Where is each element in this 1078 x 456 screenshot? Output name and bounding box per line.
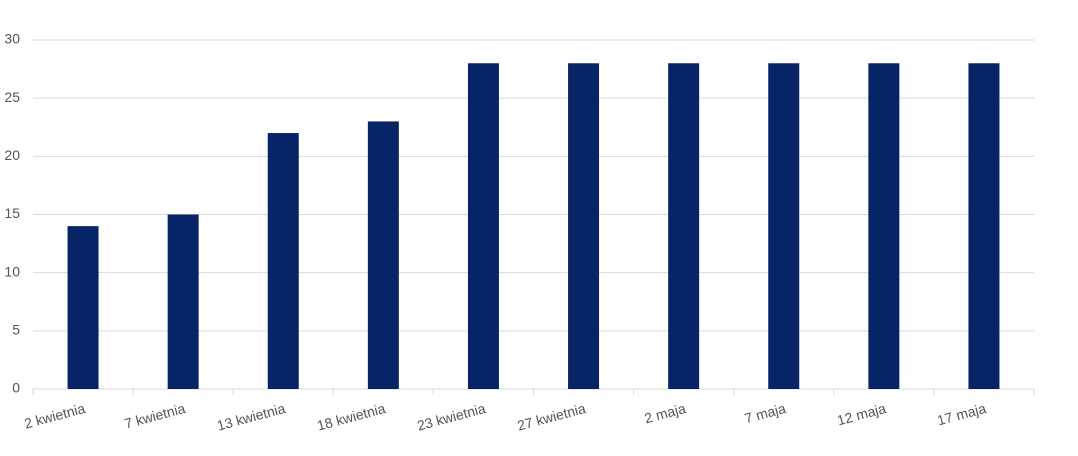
bar xyxy=(467,63,499,390)
x-tick-label: 18 kwietnia xyxy=(315,400,387,434)
y-tick-label: 25 xyxy=(4,89,20,105)
y-tick-label: 15 xyxy=(4,205,20,221)
bar xyxy=(367,121,399,389)
bar xyxy=(768,63,800,390)
x-tick-label: 2 maja xyxy=(643,400,688,426)
bar xyxy=(167,214,199,389)
x-tick-label: 2 kwietnia xyxy=(22,400,86,432)
bar xyxy=(868,63,900,390)
x-tick-label: 13 kwietnia xyxy=(215,400,287,434)
x-tick-label: 7 kwietnia xyxy=(123,400,187,432)
bar xyxy=(568,63,600,390)
x-tick-label: 23 kwietnia xyxy=(415,400,487,434)
bar xyxy=(968,63,1000,390)
bar xyxy=(668,63,700,390)
y-tick-label: 20 xyxy=(4,147,20,163)
y-tick-label: 10 xyxy=(4,263,20,279)
y-tick-label: 5 xyxy=(12,322,20,338)
y-tick-label: 0 xyxy=(12,380,20,396)
bar xyxy=(67,226,99,389)
x-tick-label: 7 maja xyxy=(743,400,788,426)
bar xyxy=(267,133,299,389)
x-tick-label: 27 kwietnia xyxy=(515,400,587,434)
y-tick-label: 30 xyxy=(4,31,20,47)
x-tick-label: 17 maja xyxy=(935,400,987,428)
x-tick-label: 12 maja xyxy=(835,400,887,428)
